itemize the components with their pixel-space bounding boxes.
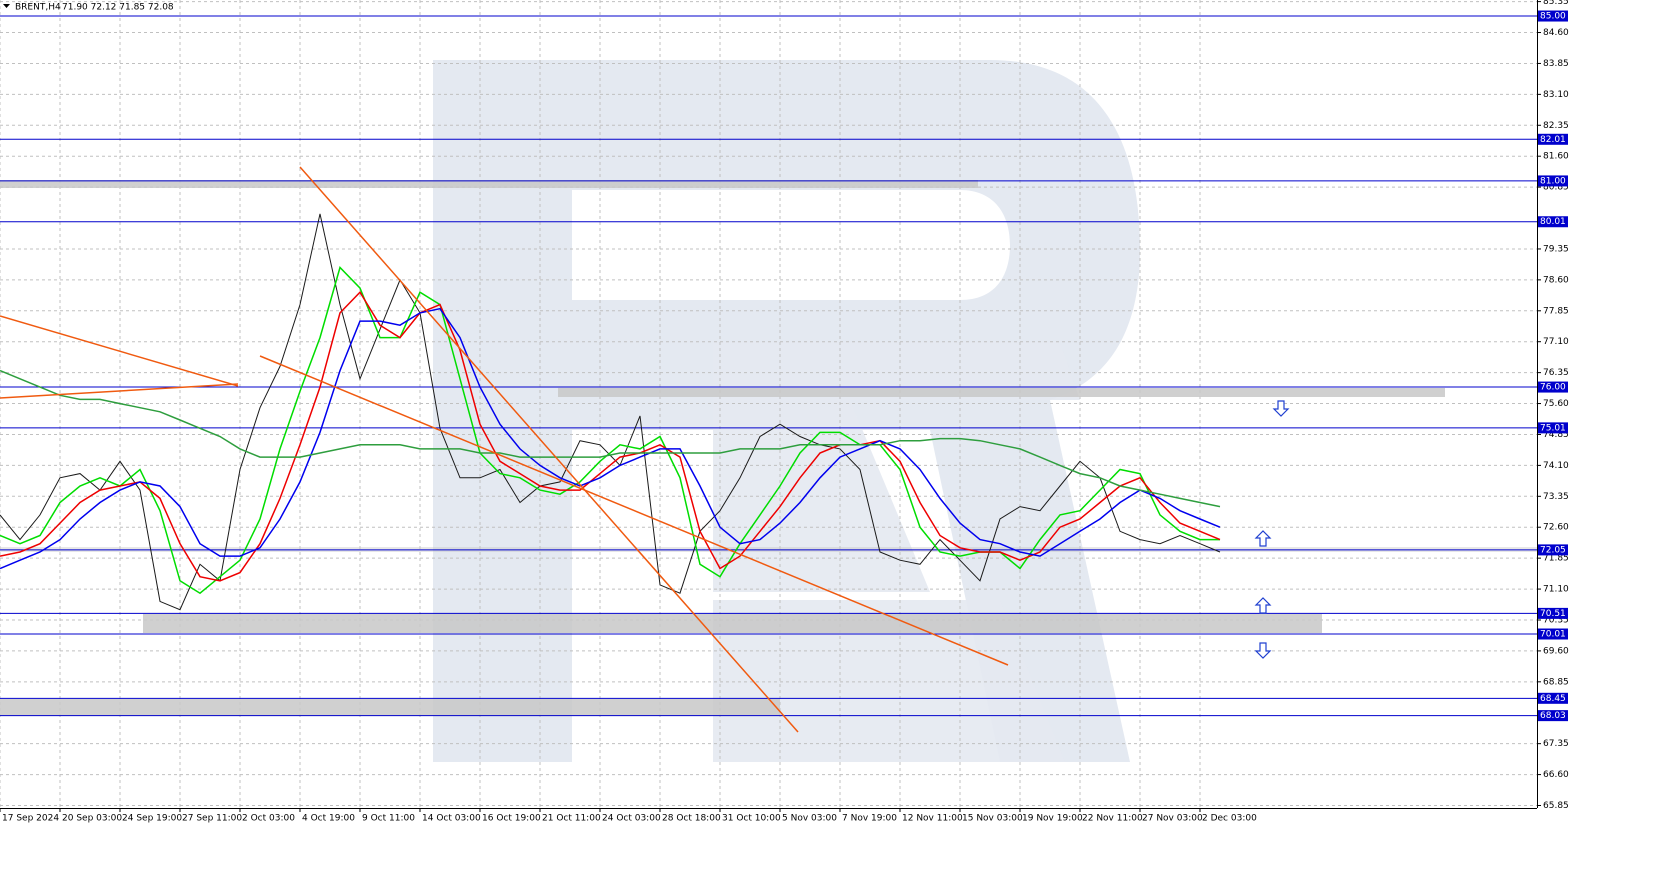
level-label-box [1538,607,1568,619]
y-tick-label: 81.60 [1543,152,1569,162]
y-tick-label: 77.10 [1543,337,1569,347]
arrow-down [1254,642,1272,659]
arrow-up [1254,597,1272,614]
level-label-box [1538,216,1568,228]
y-tick-label: 66.60 [1543,770,1569,780]
y-tick-label: 85.35 [1543,0,1569,7]
level-label-box [1538,710,1568,722]
y-tick-label: 68.85 [1543,677,1569,687]
x-tick-label: 12 Nov 11:00 [902,814,963,824]
y-tick-label: 70.35 [1543,615,1569,625]
x-tick-label: 15 Nov 03:00 [962,814,1023,824]
level-label: 75.01 [1540,423,1566,433]
y-tick-label: 80.85 [1543,183,1569,193]
symbol: BRENT,H4 [15,3,61,13]
y-tick-label: 73.35 [1543,492,1569,502]
zone [143,614,1322,633]
zone [0,180,978,188]
x-tick-label: 16 Oct 19:00 [482,814,541,824]
y-tick-label: 67.35 [1543,739,1569,749]
symbol-menu-icon[interactable] [3,4,10,8]
x-tick-label: 14 Oct 03:00 [422,814,481,824]
series-line [0,266,1220,595]
level-label-box [1538,544,1568,556]
y-tick-label: 71.85 [1543,554,1569,564]
y-tick-label: 77.85 [1543,306,1569,316]
x-tick-label: 2 Oct 03:00 [242,814,295,824]
x-tick-label: 4 Oct 19:00 [302,814,355,824]
x-tick-label: 27 Nov 03:00 [1142,814,1203,824]
x-tick-label: 20 Sep 03:00 [62,814,122,824]
y-tick-label: 83.10 [1543,90,1569,100]
series [0,213,1221,611]
level-label-box [1538,422,1568,434]
trend-line [0,383,239,399]
y-tick-label: 83.85 [1543,59,1569,69]
y-tick-label: 72.60 [1543,523,1569,533]
quote: 71.90 72.12 71.85 72.08 [62,3,174,13]
x-tick-label: 24 Oct 03:00 [602,814,661,824]
x-tick-label: 22 Nov 11:00 [1082,814,1143,824]
arrows [1254,400,1290,659]
level-label-box [1538,381,1568,393]
y-tick-label: 82.35 [1543,121,1569,131]
x-tick-label: 28 Oct 18:00 [662,814,721,824]
series-line [0,307,1221,570]
series-line [0,290,1221,582]
trend-line [0,315,239,387]
zone [558,388,1445,397]
y-tick-label: 84.60 [1543,28,1569,38]
level-label: 80.01 [1540,217,1566,227]
grid [0,0,1537,808]
y-tick-label: 65.85 [1543,801,1569,811]
trend-lines [0,166,1009,733]
x-tick-label: 24 Sep 19:00 [122,814,182,824]
trend-line [299,166,799,733]
level-label: 81.00 [1540,176,1566,186]
y-tick-label: 75.60 [1543,399,1569,409]
x-tick-label: 19 Nov 19:00 [1022,814,1083,824]
level-label: 68.45 [1540,694,1566,704]
level-label-box [1538,10,1568,22]
level-label-box [1538,175,1568,187]
level-label: 70.51 [1540,609,1566,619]
y-tick-label: 74.85 [1543,430,1569,440]
level-label: 72.05 [1540,545,1566,555]
x-tick-label: 21 Oct 11:00 [542,814,601,824]
x-tick-label: 17 Sep 2024 [2,814,59,824]
y-tick-label: 79.35 [1543,244,1569,254]
axes: 85.35 84.60 83.85 83.10 82.35 81.60 80.85 79.35… [0,0,1569,824]
arrow-down [1272,400,1290,417]
level-label-box [1538,628,1568,640]
series-line [0,369,1221,508]
x-tick-label: 31 Oct 10:00 [722,814,781,824]
y-tick-label: 76.35 [1543,368,1569,378]
y-tick-label: 78.60 [1543,275,1569,285]
level-label-box [1538,133,1568,145]
x-tick-label: 5 Nov 03:00 [782,814,837,824]
arrow-up [1254,530,1272,547]
level-label: 76.00 [1540,383,1566,393]
level-label-box [1538,692,1568,704]
level-label: 82.01 [1540,135,1566,145]
trend-line [259,355,1009,666]
watermark [433,60,1140,762]
level-label: 70.01 [1540,630,1566,640]
level-label: 68.03 [1540,711,1566,721]
y-tick-label: 69.60 [1543,646,1569,656]
x-tick-label: 9 Oct 11:00 [362,814,415,824]
y-tick-label: 71.10 [1543,585,1569,595]
x-tick-label: 2 Dec 03:00 [1202,814,1257,824]
level-label: 85.00 [1540,12,1566,22]
zone [0,699,780,716]
x-tick-label: 27 Sep 11:00 [182,814,242,824]
x-tick-label: 7 Nov 19:00 [842,814,897,824]
y-tick-label: 74.10 [1543,461,1569,471]
levels [0,15,1537,717]
